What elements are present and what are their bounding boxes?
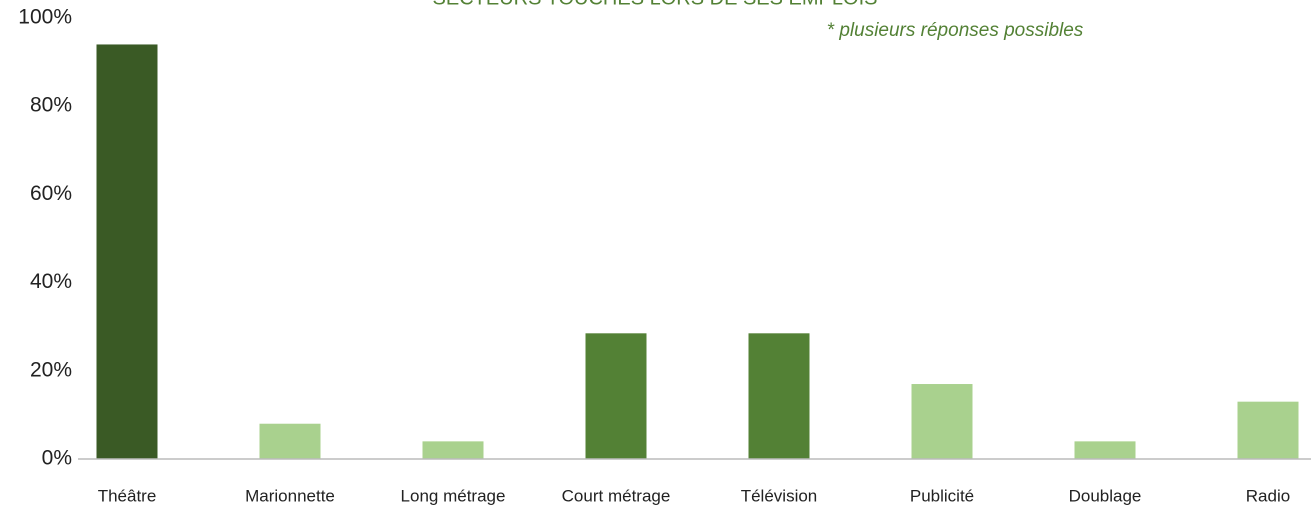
bar — [585, 333, 647, 459]
x-tick-label: Théâtre — [98, 486, 157, 505]
x-tick-label: Long métrage — [401, 486, 506, 505]
chart-subtitle: * plusieurs réponses possibles — [827, 20, 1084, 41]
bar — [259, 423, 321, 459]
x-tick-label: Doublage — [1069, 486, 1142, 505]
y-tick-label: 60% — [30, 182, 72, 205]
x-tick-label: Radio — [1246, 486, 1290, 505]
chart-title: SECTEURS TOUCHÉS LORS DE SES EMPLOIS — [433, 0, 878, 9]
bar — [1237, 401, 1299, 459]
y-tick-label: 20% — [30, 358, 72, 381]
x-tick-label: Publicité — [910, 486, 974, 505]
y-tick-label: 0% — [42, 447, 72, 470]
x-tick-label: Court métrage — [562, 486, 671, 505]
y-tick-label: 100% — [18, 6, 72, 29]
x-tick-label: Marionnette — [245, 486, 335, 505]
y-tick-label: 80% — [30, 94, 72, 117]
x-tick-label: Télévision — [741, 486, 818, 505]
bar — [911, 384, 973, 459]
bar — [96, 44, 158, 460]
bar — [748, 333, 810, 459]
y-tick-label: 40% — [30, 270, 72, 293]
bar — [422, 441, 484, 459]
bar — [1074, 441, 1136, 459]
